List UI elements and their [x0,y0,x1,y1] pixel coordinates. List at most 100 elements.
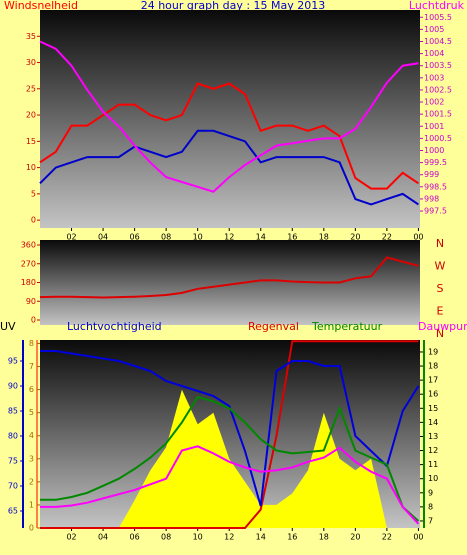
y2-tick-label: 1000 [424,146,444,155]
y2-tick-label: 18 [428,362,438,371]
x-tick-label: 22 [382,533,392,542]
y-tick-label: 6 [29,385,34,394]
y2-tick-label: 999.5 [424,158,447,167]
y2-tick-label: 8 [428,502,433,511]
compass-label: N [436,237,444,250]
y2-tick-label: 16 [428,390,438,399]
x-tick-label: 14 [256,233,266,242]
line [40,350,420,507]
y-tick-label: 8 [29,339,34,348]
y2-tick-label: 1004.5 [424,37,452,46]
y-tick-label: 0 [29,524,34,533]
y2-tick-label: 19 [428,347,438,356]
x-tick-label: 10 [193,233,203,242]
series-name: UV [0,320,16,333]
y2-tick-label: 9 [428,488,433,497]
x-tick-label: 08 [161,533,171,542]
compass-label: S [437,282,444,295]
x-tick-label: 16 [287,533,297,542]
y-tick-label: 2 [29,477,34,486]
y-tick-label: 7 [29,362,34,371]
x-tick-label: 12 [224,533,234,542]
y-tick-label: 30 [26,58,36,67]
line [39,129,419,206]
y2-tick-label: 1002.5 [424,85,452,94]
y-tick-label: 20 [26,111,36,120]
y-tick-label: 270 [21,259,36,268]
x-tick-label: 16 [287,233,297,242]
y-tick-label: 1 [29,500,34,509]
plot-area [40,240,420,325]
x-tick-label: 22 [382,233,392,242]
y-tick-label: 15 [26,137,36,146]
y-tick-label: 5 [29,408,34,417]
y2-tick-label: 7 [428,516,433,525]
x-tick-label: 02 [66,533,76,542]
y-tick-label: 25 [26,84,36,93]
y2-tick-label: 1000.5 [424,134,452,143]
x-tick-label: 12 [224,233,234,242]
y2-tick-label: 10 [428,474,438,483]
y-tick-label: 10 [26,163,36,172]
chart-title: 24 hour graph day : 15 May 2013 [141,0,326,12]
line [40,340,419,529]
y3-tick-label: 80 [8,432,18,441]
y2-tick-label: 1001.5 [424,110,452,119]
y-tick-label: 360 [21,241,36,250]
y3-tick-label: 85 [8,407,18,416]
y-tick-label: 3 [29,454,34,463]
y2-tick-label: 17 [428,376,438,385]
x-tick-label: 14 [256,533,266,542]
y3-tick-label: 75 [8,457,18,466]
x-tick-label: 10 [193,533,203,542]
y-tick-label: 35 [26,32,36,41]
y2-tick-label: 11 [428,460,438,469]
y2-tick-label: 997.5 [424,207,447,216]
x-tick-label: 00 [413,533,423,542]
x-tick-label: 00 [413,233,423,242]
y2-tick-label: 1003 [424,73,444,82]
y-tick-label: 0 [31,316,36,325]
series-name: Luchtvochtigheid [67,320,162,333]
y2-tick-label: 1005.5 [424,13,452,22]
x-tick-label: 04 [98,233,108,242]
y-tick-label: 5 [31,189,36,198]
x-tick-label: 20 [350,233,360,242]
y2-tick-label: 1001 [424,122,444,131]
line [39,256,419,299]
y2-axis-label: Luchtdruk [409,0,465,12]
x-tick-label: 18 [319,233,329,242]
y2-tick-label: 13 [428,432,438,441]
y-tick-label: 0 [31,216,36,225]
compass-label: W [435,260,446,273]
y-tick-label: 180 [21,278,36,287]
y2-tick-label: 1003.5 [424,61,452,70]
y2-tick-label: 15 [428,404,438,413]
line [40,395,420,522]
y3-tick-label: 90 [8,382,18,391]
x-tick-label: 18 [319,533,329,542]
y3-tick-label: 70 [8,482,18,491]
y-tick-label: 4 [29,431,34,440]
y-axis-label: Windsnelheid [4,0,78,12]
x-tick-label: 08 [161,233,171,242]
y2-tick-label: 12 [428,446,438,455]
compass-label: N [436,327,444,340]
x-tick-label: 02 [66,233,76,242]
line [40,445,420,525]
compass-label: E [437,305,444,318]
y2-tick-label: 14 [428,418,438,427]
y2-tick-label: 998.5 [424,182,447,191]
plot-area [40,10,420,228]
x-tick-label: 20 [350,533,360,542]
series-name: Temperatuur [311,320,383,333]
line [39,40,419,193]
x-tick-label: 06 [130,533,140,542]
y2-tick-label: 1002 [424,98,444,107]
y-tick-label: 90 [26,297,36,306]
y2-tick-label: 1005 [424,25,444,34]
series-name: Regenval [248,320,299,333]
y2-tick-label: 1004 [424,49,444,58]
